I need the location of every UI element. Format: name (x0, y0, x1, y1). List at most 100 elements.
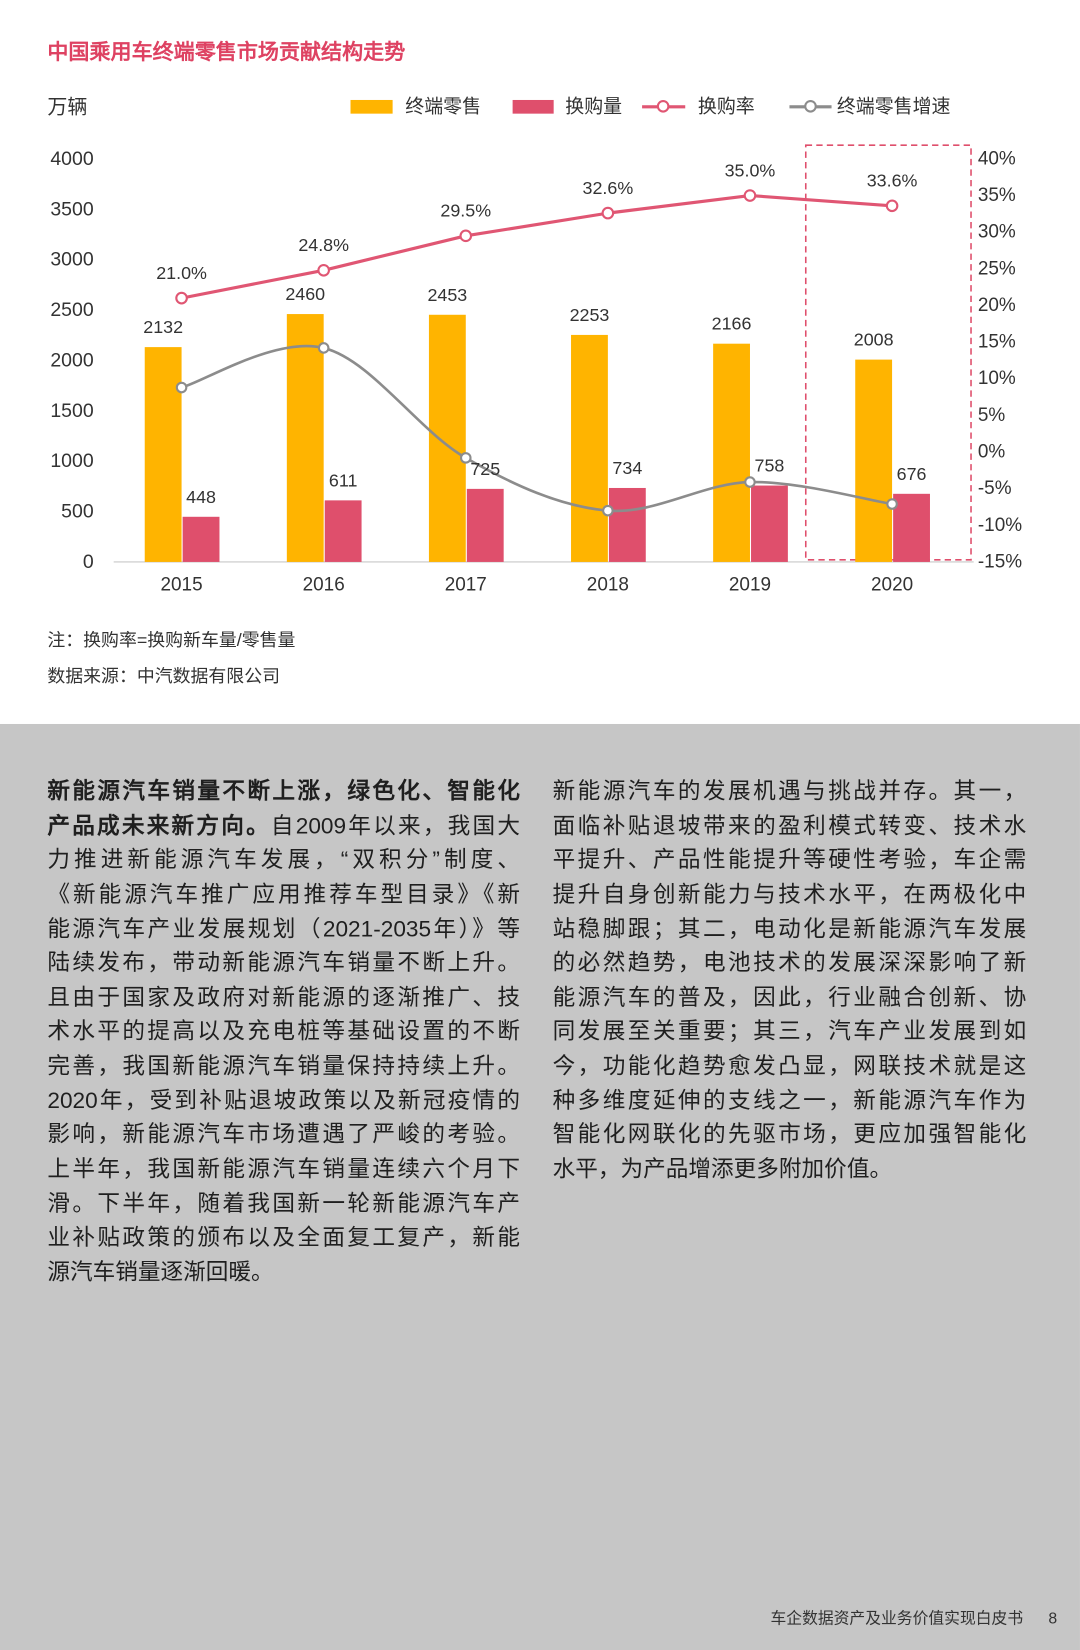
y-tick-label: 2500 (50, 299, 93, 321)
legend-label-replacement-rate: 换购率 (697, 95, 755, 117)
article-line: 同发展至关重要；其三，汽车产业发展到如 (552, 1019, 1027, 1045)
bar-value-label: 2453 (427, 285, 467, 305)
rate-value-label: 24.8% (298, 235, 349, 255)
article-line: 源汽车销量逐渐回暖。 (47, 1259, 274, 1285)
highlight-box (804, 144, 972, 561)
article-line: 业补贴政策的颁布以及全面复工复产，新能 (47, 1225, 520, 1251)
line-marker-3-2016 (317, 263, 330, 277)
bar-value-label: 2253 (570, 305, 610, 325)
y2-tick-label: 15% (978, 332, 1016, 353)
y2-tick-label: 35% (978, 185, 1016, 206)
article-line: 力推进新能源汽车发展，“双积分”制度、 (47, 847, 520, 873)
y2-tick-label: 30% (978, 222, 1016, 243)
bar-1-2018 (571, 334, 608, 562)
y2-tick-label: 0% (978, 442, 1006, 463)
bar-1-2020 (855, 359, 893, 562)
bar-value-label: 611 (329, 470, 358, 490)
footer-document-title: 车企数据资产及业务价值实现白皮书 (770, 1610, 1024, 1628)
bar-1-2016 (286, 314, 324, 562)
bar-value-label: 725 (470, 459, 500, 479)
series-line-3 (179, 193, 894, 300)
line-marker-3-2017 (459, 229, 473, 243)
chart-plot: 0 500 1000 1500 2000 2500 3000 3500 4000 -15% -10%… (50, 144, 1022, 596)
series-line-4 (180, 344, 894, 513)
legend-swatch-replacement (512, 99, 554, 114)
article-line: 能源汽车的普及，因此，行业融合创新、协 (552, 984, 1027, 1010)
article-line: 陆续发布，带动新能源汽车销量不断上升。 (47, 950, 520, 976)
bar-2-2019 (751, 485, 788, 562)
bar-value-label: 2166 (712, 314, 752, 334)
body-text: 自2009年以来，我国大 (270, 813, 520, 839)
article-line: 提升自身创新能力与技术水平，在两极化中 (552, 881, 1027, 907)
chart-note-formula: 注：换购率=换购新车量/零售量 (47, 630, 296, 651)
lead-text: 新能源汽车销量不断上涨，绿色化、智能化 (47, 778, 520, 804)
y2-tick-label: -10% (978, 515, 1022, 536)
article-line: 完善，我国新能源汽车销量保持持续上升。 (47, 1053, 520, 1079)
legend-label-retail: 终端零售 (405, 95, 482, 117)
rate-value-label: 33.6% (867, 171, 918, 191)
bar-value-label: 734 (612, 458, 642, 478)
line-marker-3-2020 (885, 199, 899, 213)
y-axis-unit-label: 万辆 (47, 96, 88, 119)
article-line: 产品成未来新方向。自2009年以来，我国大 (47, 809, 520, 843)
article-line: 新能源汽车销量不断上涨，绿色化、智能化 (47, 774, 520, 808)
article-line: 智能化网联化的先驱市场，更应加强智能化 (552, 1122, 1027, 1148)
article-line: 平提升、产品性能提升等硬性考验，车企需 (552, 847, 1027, 873)
article-line: 能源汽车产业发展规划（2021-2035年）》等 (47, 916, 520, 942)
y2-tick-label: 25% (978, 258, 1016, 279)
line-marker-3-2018 (601, 206, 615, 220)
bar-value-label: 758 (755, 456, 785, 476)
legend-label-replacement: 换购量 (565, 95, 623, 117)
bar-value-label: 448 (186, 487, 216, 507)
line-marker-4-2020 (886, 498, 898, 510)
article-line: 2020年，受到补贴退坡政策以及新冠疫情的 (47, 1087, 520, 1113)
article-right-column: 新能源汽车的发展机遇与挑战并存。其一， 面临补贴退坡带来的盈利模式转变、技术水 … (553, 774, 1027, 1186)
article-line: 站稳脚跟；其二，电动化是新能源汽车发展 (552, 916, 1027, 942)
bar-1-2017 (428, 314, 466, 562)
bar-value-label: 2460 (285, 284, 325, 304)
lead-text: 产品成未来新方向。 (47, 813, 271, 839)
y2-tick-label: 40% (978, 148, 1016, 169)
bar-value-label: 2008 (854, 330, 894, 350)
x-tick-label: 2019 (729, 575, 771, 596)
legend-swatch-retail (350, 99, 393, 114)
text-panel (0, 723, 1080, 1650)
y-tick-label: 2000 (50, 349, 93, 371)
y-tick-label: 1500 (50, 400, 93, 422)
bar-1-2019 (713, 343, 750, 562)
line-marker-4-2018 (602, 504, 614, 517)
line-marker-4-2016 (317, 342, 330, 354)
legend-label-retail-growth: 终端零售增速 (836, 95, 951, 117)
article-line: 《新能源汽车推广应用推荐车型目录》《新 (47, 881, 520, 907)
line-marker-3-2015 (175, 291, 188, 305)
article-line: 种多维度延伸的支线之一，新能源汽车作为 (552, 1087, 1027, 1113)
x-tick-label: 2015 (161, 575, 203, 596)
bar-2-2018 (608, 487, 646, 562)
article-left-column: 新能源汽车销量不断上涨，绿色化、智能化 产品成未来新方向。自2009年以来，我国… (47, 774, 520, 1289)
legend-marker-replacement-rate (656, 99, 670, 113)
y-tick-label: 1000 (50, 450, 93, 472)
x-tick-label: 2020 (871, 575, 913, 596)
article-line: 面临补贴退坡带来的盈利模式转变、技术水 (552, 813, 1027, 839)
article-line: 新能源汽车的发展机遇与挑战并存。其一， (552, 778, 1027, 804)
article-line: 影响，新能源汽车市场遭遇了严峻的考验。 (47, 1122, 520, 1148)
y2-tick-label: 10% (978, 368, 1016, 389)
y-tick-label: 4000 (50, 148, 93, 170)
rate-value-label: 21.0% (156, 263, 207, 283)
x-tick-label: 2018 (587, 575, 629, 596)
rate-value-label: 32.6% (583, 178, 634, 198)
article-line: 今，功能化趋势愈发凸显，网联技术就是这 (552, 1053, 1027, 1079)
article-line: 上半年，我国新能源汽车销量连续六个月下 (47, 1156, 520, 1182)
chart-note-source: 数据来源：中汽数据有限公司 (47, 666, 280, 687)
article-line: 的必然趋势，电池技术的发展深深影响了新 (552, 950, 1027, 976)
line-marker-4-2017 (459, 452, 472, 464)
bar-value-label: 676 (897, 464, 927, 484)
bar-1-2015 (144, 347, 182, 562)
article-line: 滑。下半年，随着我国新一轮新能源汽车产 (47, 1190, 520, 1216)
bar-value-label: 2132 (143, 317, 183, 337)
x-tick-label: 2016 (303, 575, 345, 596)
y2-tick-label: -5% (978, 478, 1012, 499)
line-marker-3-2019 (743, 189, 757, 202)
rate-value-label: 35.0% (725, 160, 776, 180)
